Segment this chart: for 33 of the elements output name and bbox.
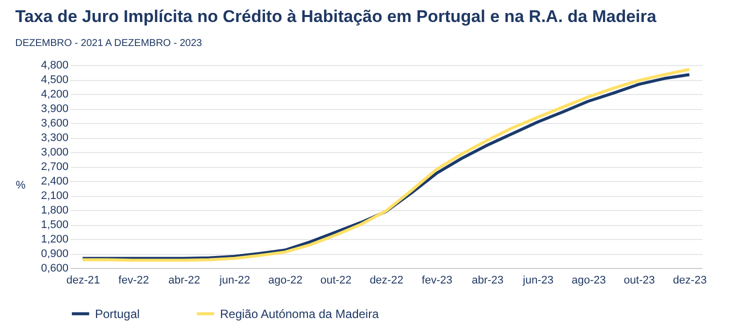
x-tick-label: jun-23 (522, 274, 554, 286)
x-tick-label: abr-23 (472, 274, 504, 286)
y-tick-label: 4,800 (40, 60, 68, 72)
x-tick-label: dez-22 (370, 274, 404, 286)
y-tick-label: 4,200 (40, 88, 68, 100)
x-tick-label: ago-23 (572, 274, 606, 286)
y-axis-title: % (16, 180, 26, 192)
y-tick-label: 2,700 (40, 161, 68, 173)
y-tick-label: 1,500 (40, 219, 68, 231)
x-tick-label: out-22 (320, 274, 352, 286)
y-tick-label: 3,600 (40, 118, 68, 130)
y-tick-label: 3,000 (40, 146, 68, 158)
y-tick-label: 2,400 (40, 176, 68, 188)
y-tick-label: 1,200 (40, 234, 68, 246)
legend-label: Região Autónoma da Madeira (220, 306, 380, 321)
chart-title: Taxa de Juro Implícita no Crédito à Habitação em Portugal e na R.A. da Madeira (15, 7, 657, 26)
legend-label: Portugal (95, 306, 140, 321)
y-tick-label: 0,900 (40, 248, 68, 260)
chart-subtitle: DEZEMBRO - 2021 A DEZEMBRO - 2023 (15, 38, 202, 49)
y-tick-label: 1,800 (40, 204, 68, 216)
x-tick-label: fev-23 (422, 274, 452, 286)
x-tick-label: dez-23 (673, 274, 707, 286)
y-tick-label: 4,500 (40, 74, 68, 86)
x-tick-label: out-23 (624, 274, 655, 286)
x-tick-label: fev-22 (118, 274, 149, 286)
x-tick-label: dez-21 (66, 274, 100, 286)
x-tick-label: ago-22 (268, 274, 303, 286)
y-tick-label: 0,600 (40, 262, 68, 274)
y-tick-label: 3,300 (40, 132, 68, 144)
x-tick-label: abr-22 (168, 274, 200, 286)
x-tick-label: jun-22 (218, 274, 250, 286)
y-tick-label: 3,900 (40, 103, 68, 115)
y-tick-label: 2,100 (40, 190, 68, 202)
